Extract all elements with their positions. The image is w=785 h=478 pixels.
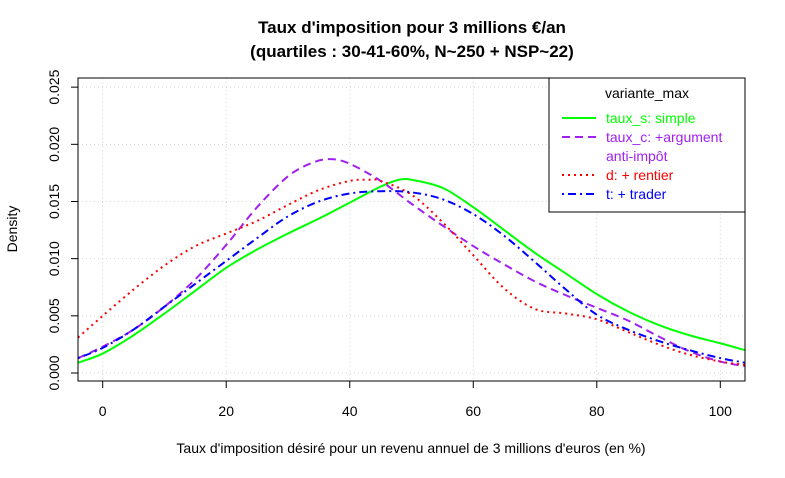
series-lines <box>78 158 745 368</box>
legend-label-0-0: taux_s: simple <box>606 110 696 126</box>
legend-label-1-0: taux_c: +argument <box>606 129 722 145</box>
x-tick-label-5: 100 <box>709 403 733 419</box>
series-line-1 <box>78 158 745 368</box>
legend-title: variante_max <box>605 85 689 101</box>
legend: variante_max taux_s: simple taux_c: +argu… <box>548 77 746 213</box>
x-tick-label-2: 40 <box>342 403 358 419</box>
y-tick-label-0: 0.000 <box>46 355 62 390</box>
series-group <box>78 158 745 368</box>
x-tick-label-1: 20 <box>218 403 234 419</box>
y-tick-label-4: 0.020 <box>46 127 62 162</box>
y-tick-label-5: 0.025 <box>46 69 62 104</box>
series-line-3 <box>78 190 745 364</box>
legend-label-2-0: d: + rentier <box>606 167 674 183</box>
legend-label-3-0: t: + trader <box>606 186 667 202</box>
y-tick-label-3: 0.015 <box>46 184 62 219</box>
legend-items: taux_s: simple taux_c: +argument anti-impô… <box>562 110 722 202</box>
x-tick-label-0: 0 <box>99 403 107 419</box>
chart-subtitle: (quartiles : 30-41-60%, N~250 + NSP~22) <box>250 42 574 61</box>
y-tick-label-2: 0.010 <box>46 241 62 276</box>
y-axis: 0.000 0.005 0.010 0.015 0.020 0.025 <box>46 69 79 391</box>
x-tick-label-3: 60 <box>465 403 481 419</box>
x-axis: 0 20 40 60 80 100 <box>99 380 733 419</box>
x-tick-label-4: 80 <box>589 403 605 419</box>
grid <box>78 78 745 381</box>
chart-title: Taux d'imposition pour 3 millions €/an <box>258 18 566 37</box>
legend-box <box>548 77 746 213</box>
y-tick-label-1: 0.005 <box>46 298 62 333</box>
series-line-0 <box>78 177 745 364</box>
y-axis-label: Density <box>4 206 20 253</box>
legend-label-1-1: anti-impôt <box>606 148 668 164</box>
x-axis-label: Taux d'imposition désiré pour un revenu … <box>176 440 645 456</box>
